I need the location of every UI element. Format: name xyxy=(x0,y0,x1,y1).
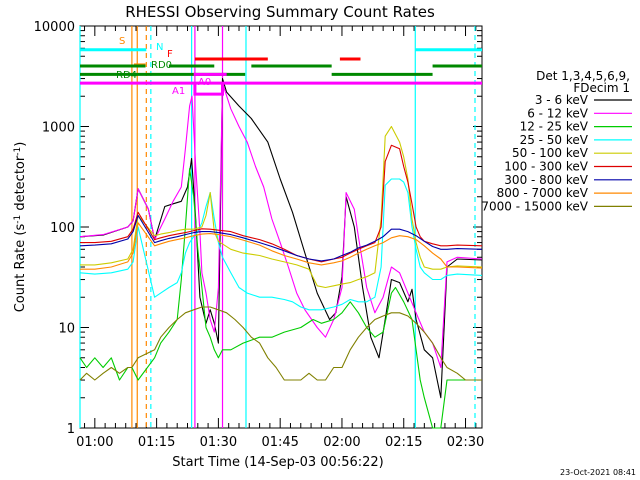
x-tick-label: 02:15 xyxy=(385,435,422,450)
y-tick-label: 10000 xyxy=(34,20,75,35)
x-axis-label: Start Time (14-Sep-03 00:56:22) xyxy=(172,455,383,470)
legend-label-800-7000-kev: 800 - 7000 keV xyxy=(497,186,589,200)
footer-date: 23-Oct-2021 08:41 xyxy=(560,468,636,477)
x-tick-label: 01:15 xyxy=(138,435,175,450)
flag-label-a1: A1 xyxy=(172,86,185,97)
legend-header-2: FDecim 1 xyxy=(573,81,630,95)
legend-label-25-50-kev: 25 - 50 keV xyxy=(520,133,589,147)
series-line-6-12-kev xyxy=(79,82,483,369)
series-line-50-100-kev xyxy=(80,125,483,289)
y-tick-label: 100 xyxy=(50,221,75,236)
chart-title: RHESSI Observing Summary Count Rates xyxy=(125,3,435,21)
flag-label-a0: A0 xyxy=(198,77,211,88)
legend-label-7000-15000-kev: 7000 - 15000 keV xyxy=(481,199,588,213)
legend-label-6-12-kev: 6 - 12 keV xyxy=(527,106,589,120)
x-tick-label: 01:45 xyxy=(261,435,298,450)
y-axis-ticks: 1 10 100 1000 10000 xyxy=(34,20,482,437)
series-line-7000-15000-kev xyxy=(79,306,482,381)
series-lines xyxy=(79,77,483,429)
flag-label-rd0: RD0 xyxy=(151,60,172,71)
series-line-300-800-kev xyxy=(79,214,483,262)
flag-label-rd4: RD4 xyxy=(116,70,137,81)
series-line-800-7000-kev xyxy=(80,222,483,270)
y-tick-label: 10 xyxy=(58,322,75,337)
y-tick-label: 1000 xyxy=(42,121,75,136)
plot-area-frame xyxy=(79,25,483,429)
x-tick-label: 01:00 xyxy=(76,435,113,450)
y-axis-label: Count Rate (s-1 detector-1) xyxy=(13,142,28,313)
legend-label-300-800-kev: 300 - 800 keV xyxy=(504,173,588,187)
legend-header: Det 1,3,4,5,6,9, xyxy=(536,69,630,83)
flag-label-f: F xyxy=(167,49,173,60)
legend-label-12-25-kev: 12 - 25 keV xyxy=(520,120,589,134)
x-tick-label: 02:30 xyxy=(447,435,484,450)
legend-label-3-6-kev: 3 - 6 keV xyxy=(535,93,589,107)
x-tick-label: 01:30 xyxy=(200,435,237,450)
legend-label-50-100-kev: 50 - 100 keV xyxy=(512,146,589,160)
legend-label-100-300-kev: 100 - 300 keV xyxy=(504,160,588,174)
flag-label-n: N xyxy=(156,42,163,53)
series-line-12-25-kev xyxy=(79,168,482,429)
flag-label-s: S xyxy=(119,36,125,47)
flag-bar-a1-notch xyxy=(193,83,225,96)
series-line-25-50-kev xyxy=(79,178,483,311)
x-tick-label: 02:00 xyxy=(323,435,360,450)
x-axis-ticks: 01:00 01:15 01:30 01:45 02:00 02:15 02:30 xyxy=(76,26,484,450)
y-tick-label: 1 xyxy=(67,422,75,437)
